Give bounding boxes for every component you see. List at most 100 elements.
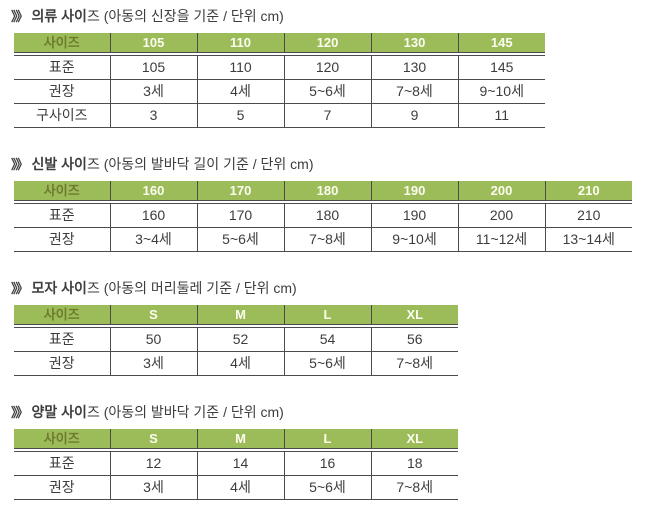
size-value-cell: 5 [196, 103, 284, 128]
size-value-cell: 3 [109, 103, 197, 128]
size-table-header: 사이즈 160 170 180 190 200 210 [14, 181, 632, 204]
table-row: 표준 160 170 180 190 200 210 [14, 202, 632, 228]
section-title-rest: 즈 (아동의 신장을 기준 / 단위 cm) [86, 8, 284, 24]
size-value-cell: 130 [370, 54, 458, 80]
row-label: 표준 [14, 54, 110, 80]
size-value-cell: 16 [283, 450, 371, 476]
size-value-cell: 180 [283, 202, 371, 228]
size-value-cell: 110 [196, 54, 284, 80]
table-row: 표준 12 14 16 18 [14, 450, 458, 476]
size-value-cell: 11~12세 [457, 227, 545, 252]
size-value-cell: 5~6세 [196, 227, 284, 252]
size-column-header: 200 [457, 181, 545, 204]
hats-size-table: 사이즈 S M L XL 표준 50 52 54 56 권장 3세 4세 5~6세 7~8세 [14, 305, 458, 376]
double-chevron-icon: 》》 [11, 281, 28, 296]
corner-header-label: 사이즈 [14, 33, 110, 56]
hats-section-title: 》》 모자 사이즈 (아동의 머리둘레 기준 / 단위 cm) [11, 280, 658, 297]
size-value-cell: 9 [370, 103, 458, 128]
size-column-header: S [109, 429, 197, 452]
row-label: 표준 [14, 202, 110, 228]
table-row: 구사이즈 3 5 7 9 11 [14, 103, 545, 128]
size-column-header: XL [370, 429, 458, 452]
size-value-cell: 12 [109, 450, 197, 476]
size-value-cell: 7~8세 [283, 227, 371, 252]
size-value-cell: 5~6세 [283, 79, 371, 104]
size-value-cell: 54 [283, 326, 371, 352]
size-value-cell: 5~6세 [283, 475, 371, 500]
size-value-cell: 9~10세 [457, 79, 545, 104]
size-value-cell: 210 [544, 202, 632, 228]
row-label: 권장 [14, 475, 110, 500]
corner-header-label: 사이즈 [14, 181, 110, 204]
section-title-bold: 양말 사이 [31, 404, 87, 420]
size-column-header: L [283, 305, 371, 328]
section-title-rest: 즈 (아동의 머리둘레 기준 / 단위 cm) [86, 280, 297, 296]
table-row: 권장 3세 4세 5~6세 7~8세 [14, 475, 458, 500]
size-value-cell: 3~4세 [109, 227, 197, 252]
size-value-cell: 3세 [109, 351, 197, 376]
section-clothing-sizes: 》》 의류 사이즈 (아동의 신장을 기준 / 단위 cm) 사이즈 105 110 12… [11, 8, 658, 128]
size-value-cell: 9~10세 [370, 227, 458, 252]
section-shoes-sizes: 》》 신발 사이즈 (아동의 발바닥 길이 기준 / 단위 cm) 사이즈 160 17… [11, 156, 658, 252]
size-column-header: 105 [109, 33, 197, 56]
size-column-header: 210 [544, 181, 632, 204]
size-value-cell: 170 [196, 202, 284, 228]
size-value-cell: 145 [457, 54, 545, 80]
size-value-cell: 56 [370, 326, 458, 352]
size-table-body: 표준 50 52 54 56 권장 3세 4세 5~6세 7~8세 [14, 326, 458, 376]
size-table-header: 사이즈 105 110 120 130 145 [14, 33, 545, 56]
section-title-rest: 즈 (아동의 발바닥 길이 기준 / 단위 cm) [86, 156, 314, 172]
size-value-cell: 4세 [196, 475, 284, 500]
table-row: 표준 50 52 54 56 [14, 326, 458, 352]
socks-size-table: 사이즈 S M L XL 표준 12 14 16 18 권장 3세 4세 5~6세 7~8세 [14, 429, 458, 500]
corner-header-label: 사이즈 [14, 429, 110, 452]
size-column-header: 120 [283, 33, 371, 56]
size-value-cell: 14 [196, 450, 284, 476]
size-table-header: 사이즈 S M L XL [14, 305, 458, 328]
shoes-section-title: 》》 신발 사이즈 (아동의 발바닥 길이 기준 / 단위 cm) [11, 156, 658, 173]
section-socks-sizes: 》》 양말 사이즈 (아동의 발바닥 기준 / 단위 cm) 사이즈 S M L XL 표준 1… [11, 404, 658, 500]
size-column-header: 180 [283, 181, 371, 204]
row-label: 표준 [14, 450, 110, 476]
size-value-cell: 7~8세 [370, 79, 458, 104]
size-value-cell: 3세 [109, 79, 197, 104]
size-column-header: 110 [196, 33, 284, 56]
size-table-body: 표준 160 170 180 190 200 210 권장 3~4세 5~6세 7~8세 9~10세 1… [14, 202, 632, 252]
size-value-cell: 7 [283, 103, 371, 128]
size-value-cell: 11 [457, 103, 545, 128]
size-table-header: 사이즈 S M L XL [14, 429, 458, 452]
size-value-cell: 4세 [196, 351, 284, 376]
section-hats-sizes: 》》 모자 사이즈 (아동의 머리둘레 기준 / 단위 cm) 사이즈 S M L XL 표준… [11, 280, 658, 376]
clothing-size-table: 사이즈 105 110 120 130 145 표준 105 110 120 130 145 권장 3세 4… [14, 33, 545, 128]
size-value-cell: 190 [370, 202, 458, 228]
size-table-body: 표준 105 110 120 130 145 권장 3세 4세 5~6세 7~8세 9~10세 구사이즈… [14, 54, 545, 128]
size-column-header: S [109, 305, 197, 328]
size-column-header: 160 [109, 181, 197, 204]
size-value-cell: 7~8세 [370, 351, 458, 376]
size-value-cell: 3세 [109, 475, 197, 500]
section-title-bold: 신발 사이 [31, 156, 87, 172]
section-title-bold: 모자 사이 [31, 280, 87, 296]
table-row: 권장 3세 4세 5~6세 7~8세 9~10세 [14, 79, 545, 104]
row-label: 권장 [14, 351, 110, 376]
size-value-cell: 7~8세 [370, 475, 458, 500]
size-value-cell: 4세 [196, 79, 284, 104]
row-label: 권장 [14, 227, 110, 252]
header-row: 사이즈 160 170 180 190 200 210 [14, 181, 632, 204]
size-column-header: 190 [370, 181, 458, 204]
size-column-header: M [196, 305, 284, 328]
size-value-cell: 160 [109, 202, 197, 228]
socks-section-title: 》》 양말 사이즈 (아동의 발바닥 기준 / 단위 cm) [11, 404, 658, 421]
size-value-cell: 52 [196, 326, 284, 352]
header-row: 사이즈 S M L XL [14, 429, 458, 452]
header-row: 사이즈 105 110 120 130 145 [14, 33, 545, 56]
clothing-section-title: 》》 의류 사이즈 (아동의 신장을 기준 / 단위 cm) [11, 8, 658, 25]
kids-size-guide-page: 》》 의류 사이즈 (아동의 신장을 기준 / 단위 cm) 사이즈 105 110 12… [11, 8, 658, 500]
header-row: 사이즈 S M L XL [14, 305, 458, 328]
size-value-cell: 120 [283, 54, 371, 80]
size-column-header: 170 [196, 181, 284, 204]
size-value-cell: 105 [109, 54, 197, 80]
corner-header-label: 사이즈 [14, 305, 110, 328]
size-column-header: L [283, 429, 371, 452]
section-title-rest: 즈 (아동의 발바닥 기준 / 단위 cm) [86, 404, 284, 420]
